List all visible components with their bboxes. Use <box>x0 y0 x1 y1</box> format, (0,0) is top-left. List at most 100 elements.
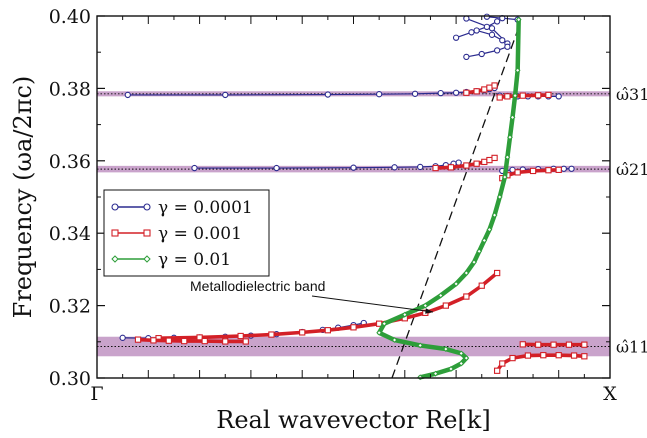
data-point <box>555 93 562 100</box>
data-point <box>191 164 198 172</box>
band-labels-layer: ω̂31 ω̂21 ω̂11 <box>616 85 647 357</box>
data-point <box>483 13 491 20</box>
y-tick-label: 0.40 <box>49 6 91 28</box>
data-point <box>488 31 496 38</box>
data-point <box>504 154 511 161</box>
data-point <box>165 337 172 344</box>
data-point <box>442 346 449 352</box>
data-point <box>555 352 562 359</box>
data-point <box>143 229 151 237</box>
data-point <box>545 91 552 99</box>
data-point <box>437 292 444 299</box>
data-point <box>463 355 470 361</box>
data-point <box>134 336 142 343</box>
data-point <box>463 53 470 61</box>
data-point <box>473 160 480 167</box>
data-point <box>529 167 537 175</box>
data-point <box>483 23 491 31</box>
data-point <box>452 34 460 41</box>
band-label-3: ω̂11 <box>616 338 647 357</box>
data-point <box>488 25 496 32</box>
x-tick-label-x: X <box>603 383 617 405</box>
data-point <box>486 156 493 164</box>
data-point <box>493 367 501 374</box>
y-axis-title: Frequency (ωa/2πc) <box>9 76 37 319</box>
data-point <box>437 89 444 97</box>
data-point <box>514 169 521 176</box>
legend: γ = 0.0001 γ = 0.001 γ = 0.01 <box>103 189 270 277</box>
data-point <box>458 360 465 367</box>
y-tick-label: 0.30 <box>49 368 91 390</box>
data-point <box>432 164 439 172</box>
data-point <box>143 255 151 263</box>
data-point <box>473 27 480 34</box>
data-point <box>222 338 229 345</box>
data-point <box>496 194 503 200</box>
data-point <box>324 327 331 334</box>
data-point <box>447 164 455 171</box>
annotation-arrowhead <box>425 308 433 314</box>
data-point <box>560 165 567 172</box>
data-point <box>519 341 526 348</box>
metallodielectric-band-line <box>391 23 521 379</box>
series-3 <box>376 16 522 381</box>
band-label-1: ω̂31 <box>616 85 647 104</box>
data-point <box>299 329 306 336</box>
data-point <box>504 43 511 50</box>
annotation-text: Metallodielectric band <box>190 278 325 294</box>
data-point <box>481 86 488 93</box>
data-point <box>150 337 157 344</box>
data-point <box>550 341 557 348</box>
data-point <box>504 93 511 100</box>
data-point <box>273 164 280 172</box>
annotation-layer: Metallodielectric band <box>190 278 434 314</box>
data-point <box>555 166 562 173</box>
data-point <box>476 248 483 255</box>
data-point <box>581 353 588 360</box>
data-point <box>376 329 383 336</box>
annotation-dashed-line-layer <box>391 23 521 379</box>
data-point <box>401 311 408 318</box>
data-point <box>501 174 508 180</box>
data-point <box>491 82 498 89</box>
data-point <box>471 259 477 266</box>
data-point <box>524 352 532 359</box>
data-point <box>478 282 485 289</box>
data-point <box>463 293 470 300</box>
data-point <box>453 280 460 287</box>
y-tick-label: 0.36 <box>49 151 91 173</box>
data-point <box>509 114 516 121</box>
data-point <box>478 50 485 58</box>
data-point <box>417 163 424 171</box>
data-point <box>422 302 429 309</box>
data-point <box>565 341 573 348</box>
y-tick-label: 0.38 <box>49 78 91 100</box>
data-point <box>111 229 119 237</box>
data-point <box>568 165 575 172</box>
tick-labels-layer: 0.30 0.32 0.34 0.36 0.38 0.40 Γ X <box>49 6 618 405</box>
data-point <box>324 91 331 98</box>
legend-entry-2: γ = 0.001 <box>158 224 242 244</box>
data-point <box>268 331 275 338</box>
data-point <box>499 37 506 44</box>
data-point <box>509 354 516 362</box>
data-point <box>381 320 388 327</box>
data-point <box>143 203 151 211</box>
y-tick-label: 0.34 <box>49 223 91 245</box>
data-point <box>463 270 470 276</box>
data-point <box>350 324 357 331</box>
series-2-line-1 <box>156 271 499 340</box>
data-point <box>540 352 547 359</box>
data-point <box>499 360 506 367</box>
data-point <box>442 302 449 309</box>
data-point <box>391 337 398 343</box>
data-point <box>222 91 229 99</box>
data-point <box>111 255 119 263</box>
data-point <box>507 134 513 141</box>
data-point <box>535 92 542 99</box>
data-point <box>486 84 493 91</box>
data-point <box>119 334 126 341</box>
data-point <box>463 89 470 96</box>
legend-entry-1: γ = 0.0001 <box>158 198 253 218</box>
